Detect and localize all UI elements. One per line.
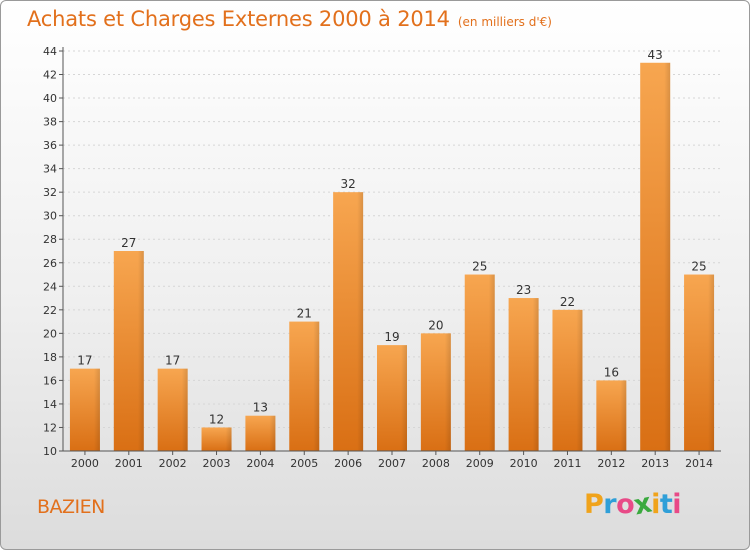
x-tick-label: 2003 [203, 457, 231, 470]
value-label: 25 [691, 260, 706, 274]
y-tick-label: 36 [43, 139, 57, 152]
y-tick-label: 12 [43, 421, 57, 434]
value-label: 17 [77, 354, 92, 368]
y-tick-label: 20 [43, 327, 57, 340]
x-tick-label: 2008 [422, 457, 450, 470]
x-tick-label: 2002 [159, 457, 187, 470]
bars-layer [69, 62, 715, 452]
y-tick-label: 14 [43, 398, 57, 411]
value-label: 21 [297, 307, 312, 321]
bar-shade [464, 274, 495, 451]
x-tick-label: 2001 [115, 457, 143, 470]
bar-shade [552, 309, 583, 451]
logo-letter: r [603, 489, 617, 520]
value-label: 23 [516, 283, 531, 297]
value-label: 27 [121, 236, 136, 250]
y-tick-label: 32 [43, 186, 57, 199]
labels-layer: 17 2000 27 2001 17 2002 12 2003 13 2004 21 2005 32 20… [71, 48, 713, 470]
y-tick-label: 26 [43, 257, 57, 270]
bar-shade [69, 368, 100, 451]
y-tick-label: 40 [43, 92, 57, 105]
value-label: 32 [340, 177, 355, 191]
logo-letter: t [659, 489, 673, 520]
x-tick-label: 2007 [378, 457, 406, 470]
chart-title: Achats et Charges Externes 2000 à 2014 [27, 7, 450, 31]
proxiti-logo: Proxiti [584, 488, 682, 522]
x-tick-label: 2005 [290, 457, 318, 470]
x-tick-label: 2010 [510, 457, 538, 470]
y-tick-label: 16 [43, 374, 57, 387]
y-tick-label: 38 [43, 116, 57, 129]
value-label: 16 [604, 365, 619, 379]
y-tick-label: 24 [43, 280, 57, 293]
bar-shade [245, 415, 276, 451]
value-label: 12 [209, 412, 224, 426]
title-row: Achats et Charges Externes 2000 à 2014 (e… [27, 7, 552, 31]
x-tick-label: 2006 [334, 457, 362, 470]
bar-shade [420, 333, 451, 451]
x-tick-label: 2012 [597, 457, 625, 470]
commune-name: BAZIEN [37, 496, 105, 518]
bar-shade [201, 427, 232, 451]
value-label: 22 [560, 295, 575, 309]
x-tick-label: 2011 [553, 457, 581, 470]
value-label: 17 [165, 354, 180, 368]
logo-letter: i [651, 489, 660, 520]
x-tick-label: 2013 [641, 457, 669, 470]
logo-letter: i [672, 489, 682, 520]
value-label: 13 [253, 401, 268, 415]
bar-shade [684, 274, 715, 451]
x-tick-label: 2004 [246, 457, 274, 470]
value-label: 19 [384, 330, 399, 344]
bar-shade [596, 380, 627, 451]
y-tick-label: 30 [43, 210, 57, 223]
bar-shade [333, 192, 364, 452]
x-tick-label: 2009 [466, 457, 494, 470]
y-tick-label: 34 [43, 163, 57, 176]
axis-layer: 10 12 14 16 18 20 22 24 26 28 30 32 34 36 38 40 42 44 [43, 45, 721, 458]
bar-shade [377, 345, 407, 451]
bar-shade [289, 321, 320, 451]
bar-shade [113, 251, 144, 451]
y-tick-label: 44 [43, 45, 57, 58]
y-tick-label: 42 [43, 69, 57, 82]
value-label: 43 [648, 48, 663, 62]
logo-letter: o [616, 489, 635, 520]
y-tick-label: 18 [43, 351, 57, 364]
x-tick-label: 2000 [71, 457, 99, 470]
value-label: 20 [428, 318, 443, 332]
bar-shade [157, 368, 188, 451]
logo-letter: P [584, 489, 604, 520]
bar-shade [640, 62, 671, 451]
y-tick-label: 10 [43, 445, 57, 458]
value-label: 25 [472, 260, 487, 274]
chart-unit-subtitle: (en milliers d'€) [457, 15, 552, 29]
bar-shade [508, 298, 539, 451]
y-tick-label: 28 [43, 233, 57, 246]
x-tick-label: 2014 [685, 457, 713, 470]
y-tick-label: 22 [43, 304, 57, 317]
